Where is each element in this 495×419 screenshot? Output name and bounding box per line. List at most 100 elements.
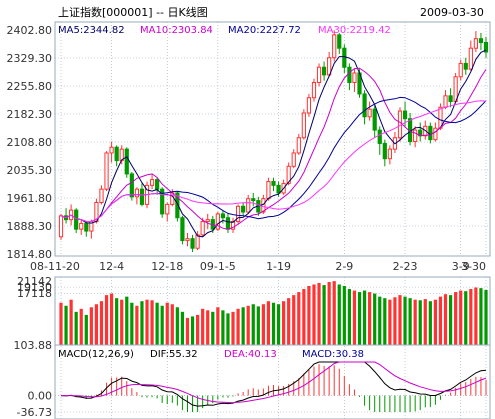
price-tick-label: 2402.80 <box>7 24 53 37</box>
volume-bar <box>201 308 205 345</box>
volume-bar <box>362 290 367 345</box>
ma20-label: MA20:2227.72 <box>228 25 301 36</box>
candle-body <box>337 34 342 49</box>
candle-body <box>347 66 352 83</box>
ma10-label: MA10:2303.84 <box>140 25 213 36</box>
candle-body <box>160 188 165 215</box>
candle-body <box>149 179 155 186</box>
volume-bar <box>226 313 230 345</box>
volume-bar <box>160 305 164 345</box>
volume-bar <box>246 305 250 345</box>
price-tick-label: 1814.80 <box>7 248 53 261</box>
candle-body <box>362 93 367 118</box>
volume-bar <box>145 299 149 345</box>
date-tick-label: 1-19 <box>266 260 291 273</box>
candle-body <box>286 165 291 184</box>
candle-body <box>230 221 236 230</box>
volume-bar <box>130 302 134 345</box>
moving-average-lines <box>60 49 487 238</box>
volume-bar <box>282 301 286 345</box>
volume-bar <box>342 285 346 345</box>
volume-bar <box>327 282 331 345</box>
candle-body <box>190 238 195 249</box>
price-tick-label: 2329.30 <box>7 52 53 65</box>
volume-bar <box>125 296 129 345</box>
macd-grid <box>55 395 490 413</box>
volume-bar <box>135 305 139 345</box>
volume-bar <box>352 290 357 345</box>
volume-bar <box>332 281 336 345</box>
volume-bar <box>69 299 73 345</box>
dea-label: DEA:40.13 <box>224 349 277 360</box>
candle-body <box>180 217 185 242</box>
volume-bar <box>322 285 326 345</box>
ma5-line <box>60 49 487 238</box>
candle-body <box>473 38 478 49</box>
volume-bar <box>180 311 185 345</box>
volume-bar <box>317 282 321 345</box>
volume-bar <box>241 307 245 345</box>
date-tick-label: 3-30 <box>461 260 486 273</box>
volume-bar <box>261 304 265 345</box>
candle-body <box>155 179 160 190</box>
macd-param-label: MACD(12,26,9) <box>58 349 134 360</box>
volume-bar <box>211 311 215 345</box>
candle-body <box>468 47 473 70</box>
volume-bar <box>170 304 174 345</box>
candle-body <box>129 173 134 198</box>
volume-bar <box>165 302 169 345</box>
price-tick-label: 2182.30 <box>7 108 53 121</box>
candlesticks <box>58 30 489 253</box>
macd-y-axis: 0.00 -36.73 <box>17 390 52 419</box>
volume-bar <box>155 302 159 345</box>
candle-body <box>483 41 489 53</box>
volume-bar <box>398 295 402 345</box>
candle-body <box>402 110 408 120</box>
candle-body <box>271 181 276 186</box>
volume-bar <box>79 308 83 345</box>
volume-bar <box>459 290 463 345</box>
candle-body <box>220 213 226 219</box>
macd-lines <box>60 361 487 407</box>
macd-panel <box>54 344 491 419</box>
candle-body <box>332 34 337 59</box>
ma5-label: MA5:2344.82 <box>58 25 125 36</box>
candle-body <box>246 198 251 213</box>
volume-bar <box>140 301 144 345</box>
volume-bar <box>357 292 362 345</box>
volume-bar <box>276 304 281 345</box>
volume-bar <box>99 301 104 345</box>
candle-body <box>84 222 89 232</box>
candle-body <box>251 198 256 202</box>
volume-grid <box>55 286 490 294</box>
volume-bar <box>266 301 271 345</box>
candle-body <box>306 97 312 114</box>
date-tick-label: 2-23 <box>393 260 418 273</box>
candle-body <box>175 192 180 219</box>
candle-body <box>139 188 145 205</box>
candle-body <box>79 222 84 230</box>
volume-bar <box>94 304 99 345</box>
ma30-label: MA30:2219.42 <box>318 25 391 36</box>
candle-body <box>372 108 377 131</box>
volume-bar <box>221 310 225 345</box>
volume-bar <box>175 307 179 345</box>
volume-bar <box>231 311 235 345</box>
volume-bar <box>271 302 276 345</box>
date-tick-label: 12-18 <box>151 260 183 273</box>
volume-bar <box>418 300 422 345</box>
dif-label: DIF:55.32 <box>150 349 198 360</box>
ma30-line <box>60 100 487 222</box>
volume-bar <box>337 284 341 345</box>
volume-bar <box>484 289 488 345</box>
candle-body <box>134 188 139 198</box>
candle-body <box>241 205 246 213</box>
candle-body <box>448 95 453 103</box>
candle-body <box>165 203 170 215</box>
dea-line <box>61 361 487 404</box>
date-tick-label: 12-4 <box>99 260 124 273</box>
candle-body <box>195 234 200 249</box>
candle-body <box>367 108 372 118</box>
